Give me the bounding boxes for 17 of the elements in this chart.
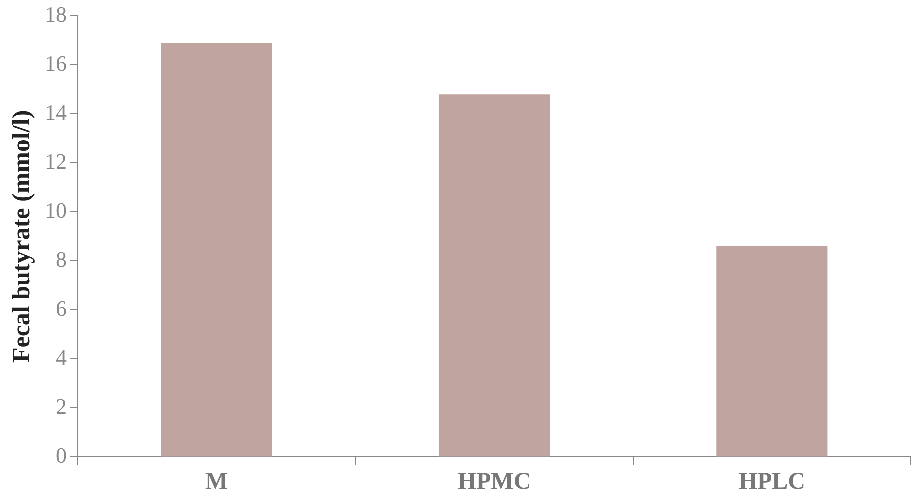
y-tick-label: 16: [45, 50, 67, 76]
y-tick-label: 4: [56, 344, 67, 370]
y-tick-label: 12: [45, 148, 67, 174]
bar: [161, 43, 272, 457]
y-tick-label: 18: [45, 2, 67, 27]
x-tick-label: HPMC: [458, 468, 532, 495]
y-tick-label: 14: [45, 100, 67, 125]
y-tick-label: 10: [45, 198, 67, 223]
bar: [438, 94, 550, 457]
y-tick-label: 2: [56, 394, 67, 419]
x-tick-label: M: [206, 468, 228, 495]
bar: [716, 246, 828, 457]
y-tick-label: 8: [56, 246, 67, 272]
x-tick-label: HPLC: [738, 468, 806, 495]
y-axis-title: Fecal butyrate (mmol/l): [8, 110, 36, 364]
y-tick-label: 6: [56, 296, 67, 321]
y-tick-label: 0: [56, 442, 67, 468]
